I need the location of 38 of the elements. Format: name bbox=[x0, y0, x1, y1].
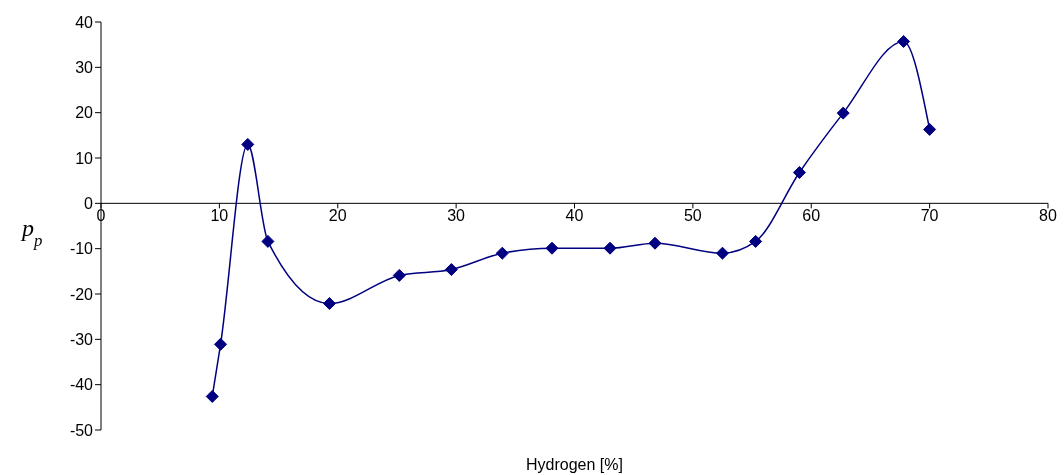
y-tick-label: 0 bbox=[84, 195, 94, 213]
point bbox=[603, 241, 617, 255]
x-tick-label: 50 bbox=[683, 207, 702, 225]
y-tick-label: -30 bbox=[69, 331, 94, 349]
point bbox=[241, 137, 255, 151]
point bbox=[792, 166, 806, 180]
y-tick-label: 20 bbox=[75, 104, 94, 122]
point bbox=[897, 34, 911, 48]
y-tick-label: -50 bbox=[69, 421, 94, 439]
y-tick-label: 40 bbox=[75, 13, 94, 31]
x-tick-label: 80 bbox=[1039, 207, 1057, 225]
point bbox=[261, 234, 275, 248]
x-axis-title: Hydrogen [%] bbox=[526, 456, 623, 473]
y-tick-label: -10 bbox=[69, 240, 94, 258]
x-tick-label: 10 bbox=[210, 207, 229, 225]
point bbox=[322, 297, 336, 311]
point bbox=[214, 337, 228, 351]
x-tick-label: 30 bbox=[447, 207, 466, 225]
point bbox=[495, 246, 509, 260]
x-tick-label: 60 bbox=[802, 207, 821, 225]
point bbox=[392, 268, 406, 282]
y-tick-label: 10 bbox=[75, 149, 94, 167]
point bbox=[923, 122, 937, 136]
y-tick-label: -40 bbox=[69, 376, 94, 394]
x-tick-label: 40 bbox=[565, 207, 584, 225]
point bbox=[715, 246, 729, 260]
point bbox=[205, 389, 219, 403]
x-tick-label: 70 bbox=[920, 207, 939, 225]
point bbox=[749, 234, 763, 248]
point bbox=[545, 241, 559, 255]
point bbox=[648, 236, 662, 250]
y-axis-title: p$_{p}$ bbox=[20, 215, 43, 250]
y-tick-label: -20 bbox=[69, 285, 94, 303]
x-tick-label: 0 bbox=[96, 207, 106, 225]
x-tick-label: 20 bbox=[328, 207, 347, 225]
point bbox=[444, 263, 458, 277]
point bbox=[836, 106, 850, 120]
y-tick-label: 30 bbox=[75, 59, 94, 77]
